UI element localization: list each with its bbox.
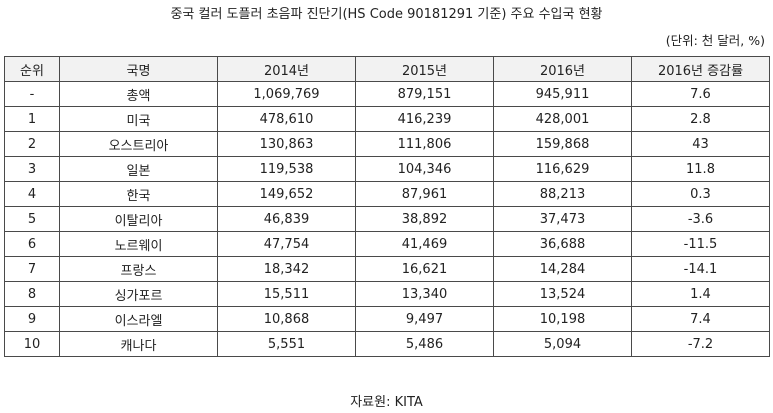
import-table: 순위 국명 2014년 2015년 2016년 2016년 증감률 - 총액 1… [4,56,770,357]
table-row: 9 이스라엘 10,868 9,497 10,198 7.4 [4,306,770,332]
header-2016: 2016년 [493,56,632,82]
cell-2015: 38,892 [355,206,494,232]
cell-country: 오스트리아 [59,131,218,157]
cell-rank: 10 [4,331,60,357]
cell-country: 이스라엘 [59,306,218,332]
cell-2014: 15,511 [217,281,356,307]
table-title: 중국 컬러 도플러 초음파 진단기(HS Code 90181291 기준) 주… [170,7,603,22]
cell-country: 노르웨이 [59,231,218,257]
cell-2016: 37,473 [493,206,632,232]
cell-2016: 116,629 [493,156,632,182]
cell-growth: 0.3 [631,181,770,207]
cell-2016: 945,911 [493,81,632,107]
cell-2014: 149,652 [217,181,356,207]
table-row: 10 캐나다 5,551 5,486 5,094 -7.2 [4,331,770,357]
cell-country: 캐나다 [59,331,218,357]
cell-2016: 13,524 [493,281,632,307]
cell-2016: 36,688 [493,231,632,257]
cell-2014: 478,610 [217,106,356,132]
cell-2016: 5,094 [493,331,632,357]
cell-2014: 119,538 [217,156,356,182]
cell-growth: 11.8 [631,156,770,182]
cell-2014: 1,069,769 [217,81,356,107]
cell-rank: - [4,81,60,107]
table-header-row: 순위 국명 2014년 2015년 2016년 2016년 증감률 [4,56,770,82]
cell-2015: 879,151 [355,81,494,107]
cell-rank: 6 [4,231,60,257]
cell-2015: 16,621 [355,256,494,282]
cell-rank: 8 [4,281,60,307]
cell-2014: 46,839 [217,206,356,232]
cell-2016: 10,198 [493,306,632,332]
table-row: 8 싱가포르 15,511 13,340 13,524 1.4 [4,281,770,307]
cell-growth: 7.6 [631,81,770,107]
cell-growth: -3.6 [631,206,770,232]
cell-2015: 87,961 [355,181,494,207]
table-row: 6 노르웨이 47,754 41,469 36,688 -11.5 [4,231,770,257]
source-note: 자료원: KITA [350,395,423,410]
cell-rank: 2 [4,131,60,157]
cell-growth: 43 [631,131,770,157]
cell-country: 미국 [59,106,218,132]
cell-rank: 3 [4,156,60,182]
cell-2016: 88,213 [493,181,632,207]
cell-rank: 9 [4,306,60,332]
header-rank: 순위 [4,56,60,82]
cell-growth: -11.5 [631,231,770,257]
cell-2015: 111,806 [355,131,494,157]
cell-2015: 104,346 [355,156,494,182]
table-row: 3 일본 119,538 104,346 116,629 11.8 [4,156,770,182]
table-row: - 총액 1,069,769 879,151 945,911 7.6 [4,81,770,107]
cell-2015: 416,239 [355,106,494,132]
cell-2016: 14,284 [493,256,632,282]
table-row: 2 오스트리아 130,863 111,806 159,868 43 [4,131,770,157]
cell-2014: 5,551 [217,331,356,357]
cell-country: 프랑스 [59,256,218,282]
cell-country: 일본 [59,156,218,182]
cell-rank: 5 [4,206,60,232]
cell-country: 싱가포르 [59,281,218,307]
cell-rank: 1 [4,106,60,132]
table-row: 1 미국 478,610 416,239 428,001 2.8 [4,106,770,132]
cell-country: 이탈리아 [59,206,218,232]
unit-note: (단위: 천 달러, %) [665,33,765,48]
cell-2014: 130,863 [217,131,356,157]
cell-rank: 7 [4,256,60,282]
cell-2014: 18,342 [217,256,356,282]
cell-growth: 7.4 [631,306,770,332]
table-body: - 총액 1,069,769 879,151 945,911 7.6 1 미국 … [4,81,770,357]
table-row: 5 이탈리아 46,839 38,892 37,473 -3.6 [4,206,770,232]
cell-rank: 4 [4,181,60,207]
cell-2015: 9,497 [355,306,494,332]
cell-2016: 428,001 [493,106,632,132]
cell-2014: 47,754 [217,231,356,257]
table-row: 4 한국 149,652 87,961 88,213 0.3 [4,181,770,207]
table-row: 7 프랑스 18,342 16,621 14,284 -14.1 [4,256,770,282]
cell-2015: 41,469 [355,231,494,257]
header-2015: 2015년 [355,56,494,82]
cell-2015: 13,340 [355,281,494,307]
cell-growth: -7.2 [631,331,770,357]
header-2014: 2014년 [217,56,356,82]
cell-2016: 159,868 [493,131,632,157]
cell-2015: 5,486 [355,331,494,357]
cell-country: 총액 [59,81,218,107]
header-growth: 2016년 증감률 [631,56,770,82]
cell-growth: 2.8 [631,106,770,132]
header-country: 국명 [59,56,218,82]
cell-2014: 10,868 [217,306,356,332]
cell-growth: -14.1 [631,256,770,282]
cell-country: 한국 [59,181,218,207]
cell-growth: 1.4 [631,281,770,307]
